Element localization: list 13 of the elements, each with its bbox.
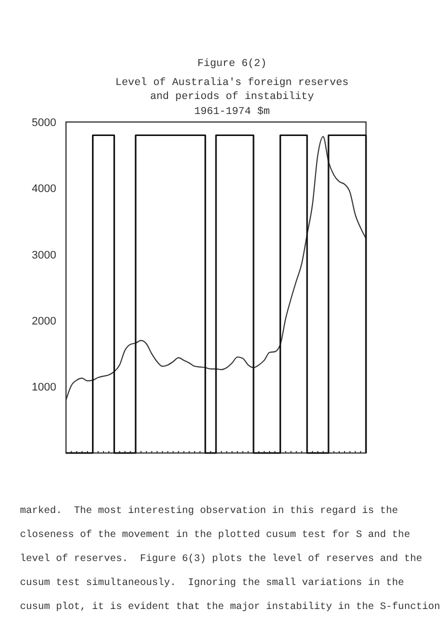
y-tick-label: 3000 [32,249,56,262]
chart-subtitle: 1961-1974 $m [194,106,270,118]
y-tick-label: 2000 [32,315,56,328]
y-tick-label: 4000 [32,183,56,196]
y-tick-label: 5000 [32,116,56,129]
text: level of reserves. Figure 6(3) plots the level of reserves and the [20,553,422,565]
text: marked. The most interesting observation in this regard is the [20,505,398,517]
text: cusum plot, it is evident that the major instability in the S-function [20,601,440,613]
caption: Figure 6(2) [197,58,267,70]
y-tick-label: 1000 [32,382,56,394]
chart-title: Level of Australia's foreign reserves and periods of instability [115,77,349,103]
text: cusum test simultaneously. Ignoring the small variations in the [20,577,404,589]
text: closeness of the movement in the plotted cusum test for S and the [20,529,410,541]
